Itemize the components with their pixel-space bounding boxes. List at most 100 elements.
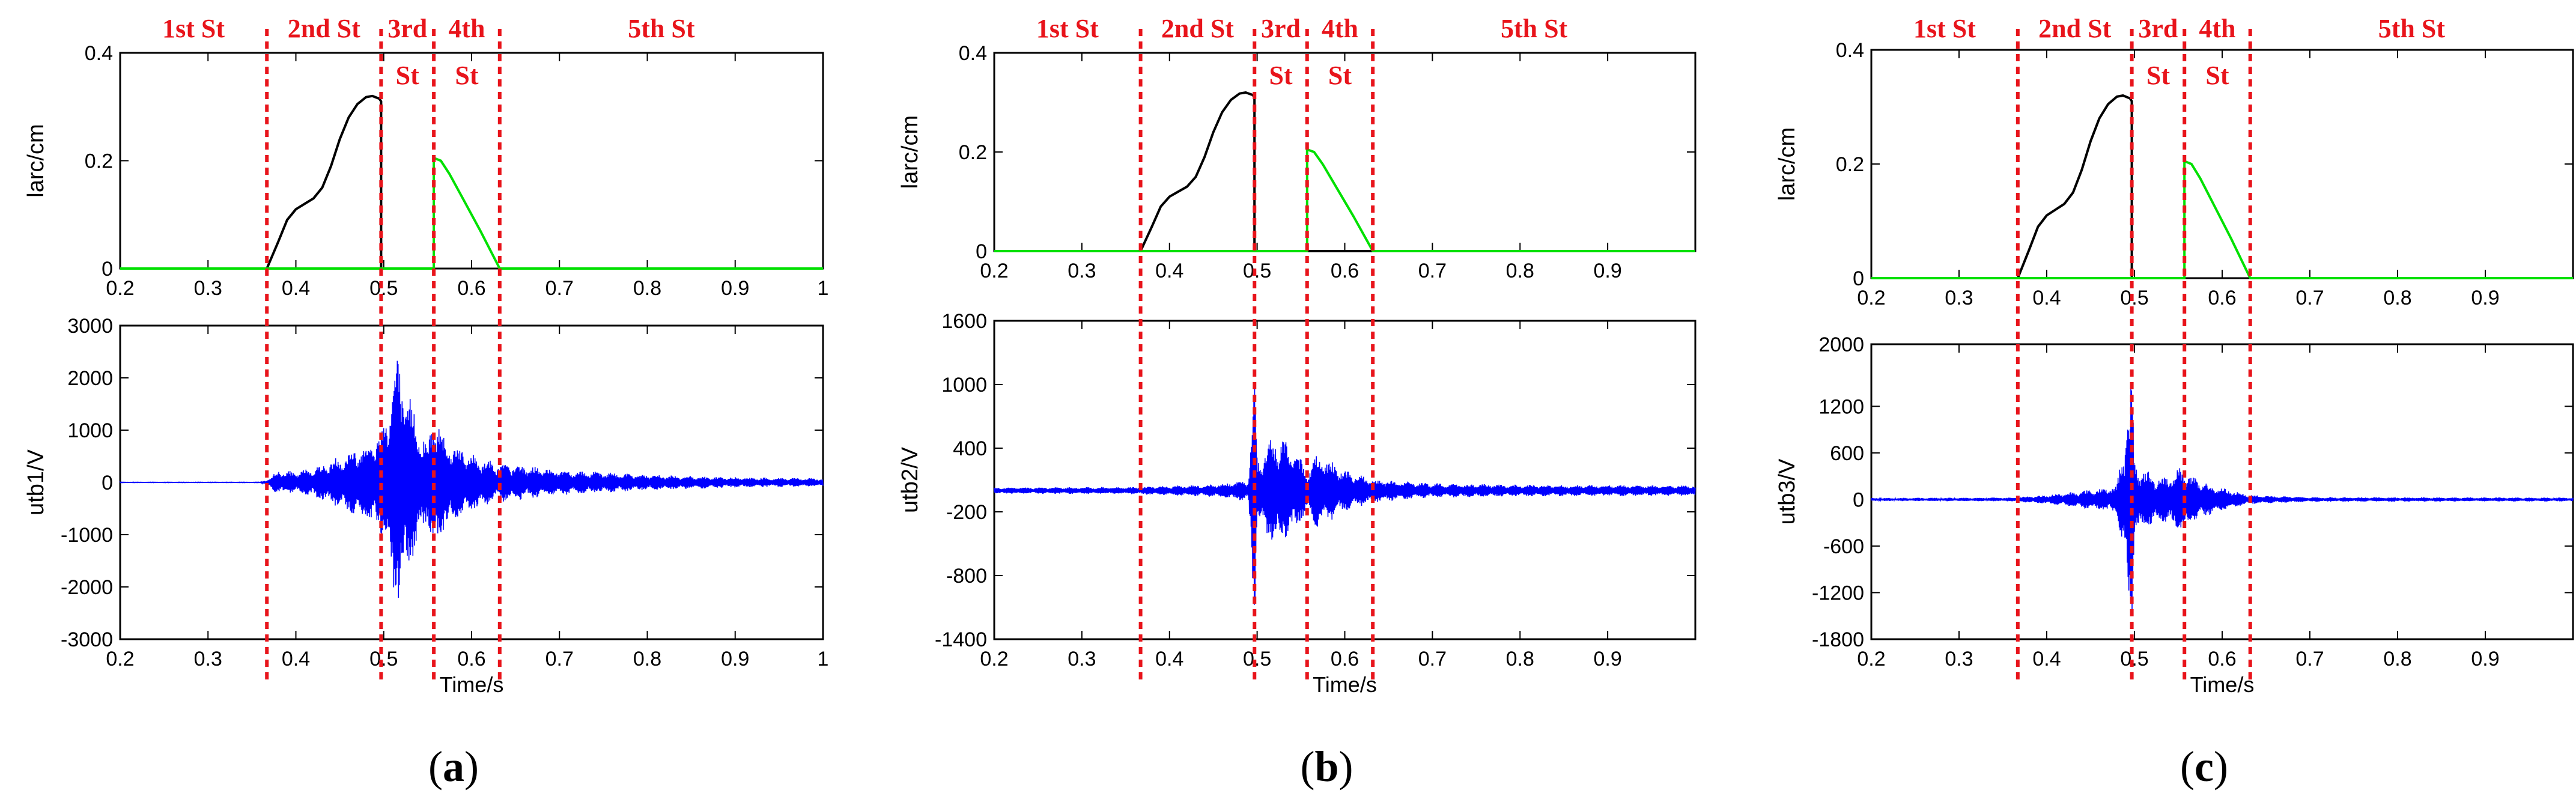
x-tick-label: 0.6 xyxy=(1331,260,1359,282)
x-tick-label: 0.4 xyxy=(282,648,310,670)
y-tick-label: 0 xyxy=(976,240,987,263)
x-tick-label: 0.6 xyxy=(457,648,485,670)
x-tick-label: 0.8 xyxy=(2383,287,2411,309)
x-tick-label: 0.9 xyxy=(1593,648,1621,670)
y-tick-label: -1800 xyxy=(1812,628,1864,651)
x-tick-label: 0.4 xyxy=(1155,648,1183,670)
x-tick-label: 0.7 xyxy=(2295,648,2324,670)
x-tick-label: 0.2 xyxy=(980,648,1008,670)
x-tick-label: 0.8 xyxy=(2383,648,2411,670)
x-tick-label: 0.8 xyxy=(633,277,661,300)
stage-overlays: 1st St 2nd St 3rd St 4th St 5th St 1st St 2nd St… xyxy=(162,14,2445,685)
y-tick-label: 2000 xyxy=(67,367,113,390)
caption-letter: b xyxy=(1314,743,1338,791)
y-tick-label: 400 xyxy=(953,437,987,460)
y-tick-label: 0.2 xyxy=(85,150,113,173)
y-tick-label: 0.4 xyxy=(1836,39,1864,62)
stage-label-4th-st: St xyxy=(1328,61,1352,90)
x-tick-label: 0.7 xyxy=(2295,287,2324,309)
stage-label-4th: 4th xyxy=(448,14,485,43)
x-tick-label: 0.7 xyxy=(1418,648,1447,670)
arc-series-black xyxy=(2016,94,2185,279)
captions-layer: (a) (b) (c) xyxy=(428,743,2228,791)
voltage-series xyxy=(1871,389,2574,616)
caption-paren: ) xyxy=(1339,743,1353,791)
stage-label-2nd: 2nd St xyxy=(288,14,360,43)
x-tick-label: 0.3 xyxy=(1945,648,1973,670)
y-tick-label: 0 xyxy=(102,258,113,281)
stage-label-3rd-st: St xyxy=(2146,61,2170,90)
y-tick-label: 0 xyxy=(1853,267,1864,290)
x-axis-label: Time/s xyxy=(1313,672,1377,697)
x-tick-label: 1 xyxy=(818,648,829,670)
stage-label-4th-st: St xyxy=(2205,61,2229,90)
stage-label-2nd: 2nd St xyxy=(1161,14,1234,43)
x-tick-label: 0.4 xyxy=(2032,648,2061,670)
stage-label-1st: 1st St xyxy=(1036,14,1099,43)
arc-series-green xyxy=(120,157,823,270)
x-tick-label: 0.4 xyxy=(282,277,310,300)
x-tick-label: 0.7 xyxy=(545,648,574,670)
stage-overlay-b: 1st St 2nd St 3rd St 4th St 5th St xyxy=(1036,14,1568,685)
x-tick-label: 0.9 xyxy=(721,648,749,670)
x-tick-label: 0.4 xyxy=(1155,260,1183,282)
x-tick-label: 0.5 xyxy=(369,648,398,670)
x-tick-label: 0.2 xyxy=(1857,648,1885,670)
x-axis-label: Time/s xyxy=(440,672,504,697)
y-tick-label: 0.4 xyxy=(85,42,113,65)
caption-letter: a xyxy=(443,743,464,791)
x-tick-label: 0.4 xyxy=(2032,287,2061,309)
stage-overlay-c: 1st St 2nd St 3rd St 4th St 5th St xyxy=(1913,14,2445,685)
y-tick-label: 0 xyxy=(1853,488,1864,511)
x-tick-label: 0.7 xyxy=(545,277,574,300)
stage-label-3rd: 3rd xyxy=(387,14,427,43)
y-tick-label: 0.2 xyxy=(1836,153,1864,176)
y-tick-label: 0.2 xyxy=(959,141,987,164)
y-tick-label: 1600 xyxy=(941,310,987,333)
x-tick-label: 0.5 xyxy=(2120,648,2148,670)
x-tick-label: 1 xyxy=(818,277,829,300)
x-tick-label: 0.6 xyxy=(1331,648,1359,670)
y-axis-label: larc/cm xyxy=(1775,127,1800,201)
arc-series-green xyxy=(1871,160,2573,279)
stage-label-3rd-st: St xyxy=(1269,61,1292,90)
y-tick-label: -1000 xyxy=(61,524,113,547)
y-axis-label: utb1/V xyxy=(23,449,49,515)
caption-paren: ) xyxy=(2214,743,2228,791)
x-axis-label: Time/s xyxy=(2190,672,2255,697)
y-tick-label: 1000 xyxy=(941,374,987,396)
voltage-series xyxy=(120,360,824,598)
x-tick-label: 0.8 xyxy=(1506,260,1534,282)
caption-paren: ( xyxy=(2180,743,2195,791)
y-axis-label: utb2/V xyxy=(898,446,923,513)
stage-overlay-a: 1st St 2nd St 3rd St 4th St 5th St xyxy=(162,14,695,685)
y-tick-label: -600 xyxy=(1823,535,1864,558)
y-tick-label: 1000 xyxy=(67,419,113,442)
voltage-panel-b: -1400 -800 -200 400 1000 1600 0.2 0.3 0.4 0.5 0.6 0… xyxy=(898,310,1697,697)
stage-label-3rd: 3rd xyxy=(2138,14,2178,43)
stage-label-3rd: 3rd xyxy=(1261,14,1301,43)
y-tick-label: 1200 xyxy=(1818,395,1864,418)
x-tick-label: 0.2 xyxy=(980,260,1008,282)
panels-layer: 00.20.40.2 0.3 0.4 0.5 0.6 0.7 0.8 0.9 1larc/cm-… xyxy=(23,39,2574,697)
x-tick-label: 0.5 xyxy=(2120,287,2148,309)
voltage-panel-a: -3000 -2000 -1000 0 1000 2000 3000 0.2 0.3 0.4 0.5… xyxy=(23,315,828,697)
x-tick-label: 0.3 xyxy=(194,277,222,300)
x-tick-label: 0.2 xyxy=(1857,287,1885,309)
y-tick-label: 0 xyxy=(102,472,113,494)
caption-letter: c xyxy=(2195,743,2214,791)
y-axis-label: larc/cm xyxy=(23,124,49,197)
stage-label-1st: 1st St xyxy=(162,14,225,43)
caption-a: (a) xyxy=(428,743,479,791)
y-tick-label: 3000 xyxy=(67,315,113,338)
caption-paren: ( xyxy=(428,743,443,791)
y-tick-label: -800 xyxy=(946,565,987,588)
x-tick-label: 0.3 xyxy=(1068,648,1096,670)
y-tick-label: -200 xyxy=(946,501,987,524)
y-axis-label: larc/cm xyxy=(898,115,923,189)
caption-b: (b) xyxy=(1300,743,1353,791)
